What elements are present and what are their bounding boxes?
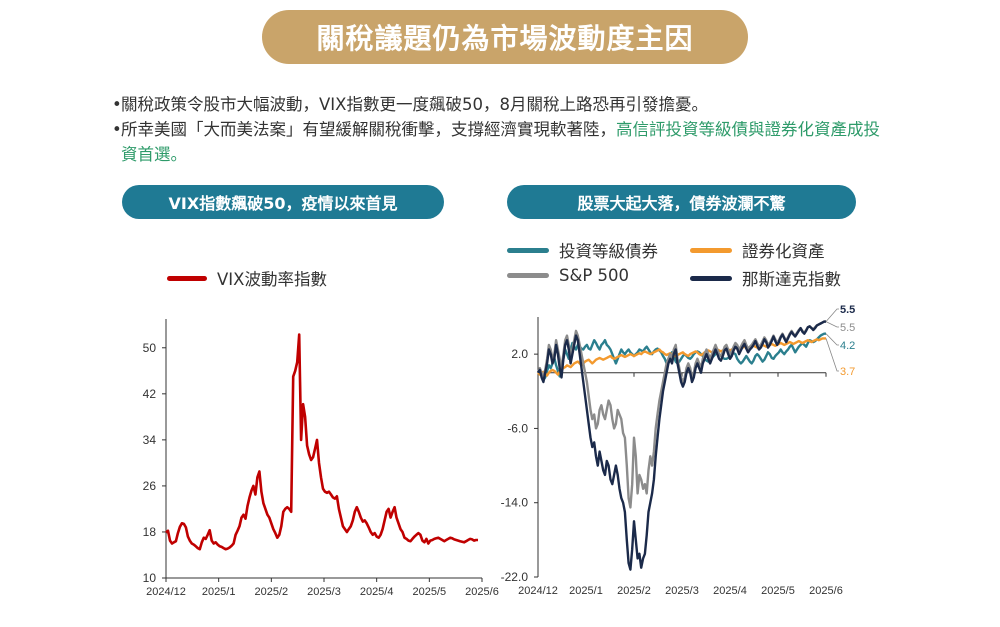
- bullet-text-main: 所幸美國「大而美法案」有望緩解關稅衝擊，支撐經濟實現軟著陸，: [121, 120, 616, 139]
- series-line: [536, 320, 826, 509]
- end-label-leader: [825, 333, 839, 346]
- series-line: [165, 333, 478, 551]
- end-label: 4.2: [840, 340, 855, 352]
- y-tick-label: 18: [143, 525, 157, 539]
- legend-label: 投資等級債券: [559, 242, 658, 261]
- chart-title-assets-text: 股票大起大落，債券波瀾不驚: [577, 194, 786, 213]
- end-label: 5.5: [840, 304, 855, 316]
- bullet-list: • 關稅政策令股市大幅波動，VIX指數更一度飆破50，8月關稅上路恐再引發擔憂。…: [112, 92, 882, 167]
- bullet-item: • 關稅政策令股市大幅波動，VIX指數更一度飆破50，8月關稅上路恐再引發擔憂。: [112, 92, 882, 117]
- x-tick-label: 2025/1: [569, 585, 603, 597]
- page-title: 關稅議題仍為市場波動度主因: [262, 10, 748, 64]
- x-tick-label: 2025/2: [617, 585, 651, 597]
- y-tick-label: 34: [143, 433, 157, 447]
- legend-label: 證券化資產: [742, 242, 825, 261]
- legend-swatch: [690, 275, 732, 281]
- bullet-text-main: 關稅政策令股市大幅波動，VIX指數更一度飆破50，8月關稅上路恐再引發擔憂。: [121, 95, 708, 114]
- y-tick-label: 26: [143, 479, 157, 493]
- series-line: [536, 320, 826, 571]
- bullet-item: • 所幸美國「大而美法案」有望緩解關稅衝擊，支撐經濟實現軟著陸，高信評投資等級債…: [112, 117, 882, 167]
- x-tick-label: 2025/3: [307, 586, 341, 598]
- legend-swatch: [167, 275, 207, 281]
- legend-item-sp500: S&P 500: [507, 266, 629, 285]
- page-title-text: 關稅議題仍為市場波動度主因: [316, 22, 694, 55]
- y-tick-label: -6.0: [507, 421, 528, 435]
- y-tick-label: -14.0: [501, 496, 529, 510]
- legend-item-securitized: 證券化資產: [690, 238, 825, 262]
- y-tick-label: -22.0: [501, 570, 529, 584]
- y-tick-label: 2.0: [511, 347, 528, 361]
- end-label: 5.5: [840, 322, 855, 334]
- end-label-leader: [825, 308, 839, 322]
- bullet-text: 所幸美國「大而美法案」有望緩解關稅衝擊，支撐經濟實現軟著陸，高信評投資等級債與證…: [121, 117, 882, 167]
- legend-item-nasdaq: 那斯達克指數: [690, 266, 841, 290]
- chart-title-assets: 股票大起大落，債券波瀾不驚: [507, 185, 856, 219]
- legend-item-vix: VIX波動率指數: [167, 266, 327, 290]
- bullet-dot: •: [112, 120, 122, 139]
- end-label-leader: [825, 338, 839, 372]
- x-tick-label: 2025/4: [713, 585, 747, 597]
- legend-item-ig-bond: 投資等級債券: [507, 238, 658, 262]
- legend-swatch: [507, 273, 549, 278]
- x-tick-label: 2024/12: [146, 586, 186, 598]
- legend-label: VIX波動率指數: [217, 270, 327, 289]
- chart-title-vix-text: VIX指數飆破50，疫情以來首見: [168, 194, 398, 213]
- y-tick-label: 10: [143, 571, 157, 585]
- chart-title-vix: VIX指數飆破50，疫情以來首見: [122, 185, 444, 219]
- y-tick-label: 42: [143, 387, 157, 401]
- x-tick-label: 2025/5: [413, 586, 447, 598]
- x-tick-label: 2024/12: [518, 585, 558, 597]
- end-label: 3.7: [840, 366, 855, 378]
- legend-swatch: [507, 247, 549, 253]
- legend-label: 那斯達克指數: [742, 270, 841, 289]
- x-tick-label: 2025/4: [360, 586, 394, 598]
- series-line: [537, 332, 826, 382]
- y-tick-label: 50: [143, 341, 157, 355]
- x-tick-label: 2025/6: [809, 585, 843, 597]
- x-tick-label: 2025/6: [465, 586, 499, 598]
- bullet-text-highlight: 高信評投資等級債與證券化資產成投資首選。: [121, 120, 880, 164]
- x-tick-label: 2025/2: [255, 586, 289, 598]
- legend-swatch: [690, 247, 732, 253]
- x-tick-label: 2025/5: [761, 585, 795, 597]
- legend-label: S&P 500: [559, 266, 630, 285]
- end-label-leader: [825, 321, 839, 328]
- x-tick-label: 2025/3: [665, 585, 699, 597]
- bullet-dot: •: [112, 95, 122, 114]
- bullet-text: 關稅政策令股市大幅波動，VIX指數更一度飆破50，8月關稅上路恐再引發擔憂。: [121, 92, 708, 117]
- x-tick-label: 2025/1: [202, 586, 236, 598]
